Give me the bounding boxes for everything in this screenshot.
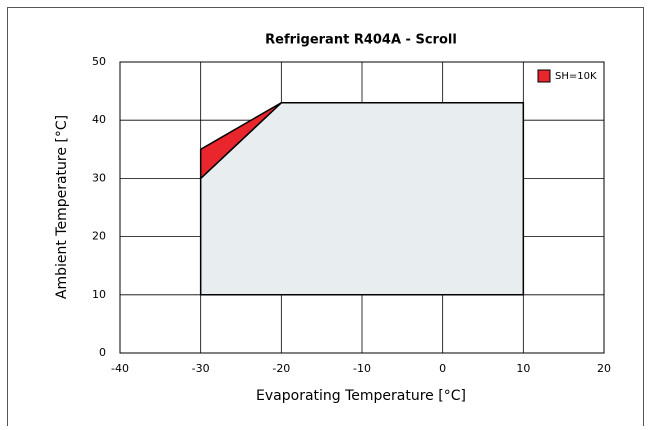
frame — [7, 7, 644, 430]
plot-border — [119, 61, 605, 354]
y-tick-label: 20 — [92, 230, 106, 243]
x-axis-label: Evaporating Temperature [°C] — [256, 388, 466, 404]
x-tick-label: -20 — [272, 362, 290, 375]
envelope — [199, 102, 282, 181]
envelope — [199, 101, 525, 296]
y-tick-label: 10 — [92, 288, 106, 301]
x-tick-label: -30 — [192, 362, 210, 375]
legend-swatch — [537, 69, 551, 83]
y-tick-label: 30 — [92, 171, 106, 184]
x-tick-label: -10 — [353, 362, 371, 375]
x-tick-label: 10 — [516, 362, 530, 375]
legend-label: SH=10K — [555, 71, 597, 82]
x-tick-label: 20 — [597, 362, 611, 375]
y-axis-label: Ambient Temperature [°C] — [54, 115, 70, 299]
y-tick-label: 40 — [92, 113, 106, 126]
x-tick-label: -40 — [111, 362, 129, 375]
y-tick-label: 50 — [92, 55, 106, 68]
y-tick-label: 0 — [99, 346, 106, 359]
chart-title: Refrigerant R404A - Scroll — [265, 33, 457, 48]
x-tick-label: 0 — [439, 362, 446, 375]
